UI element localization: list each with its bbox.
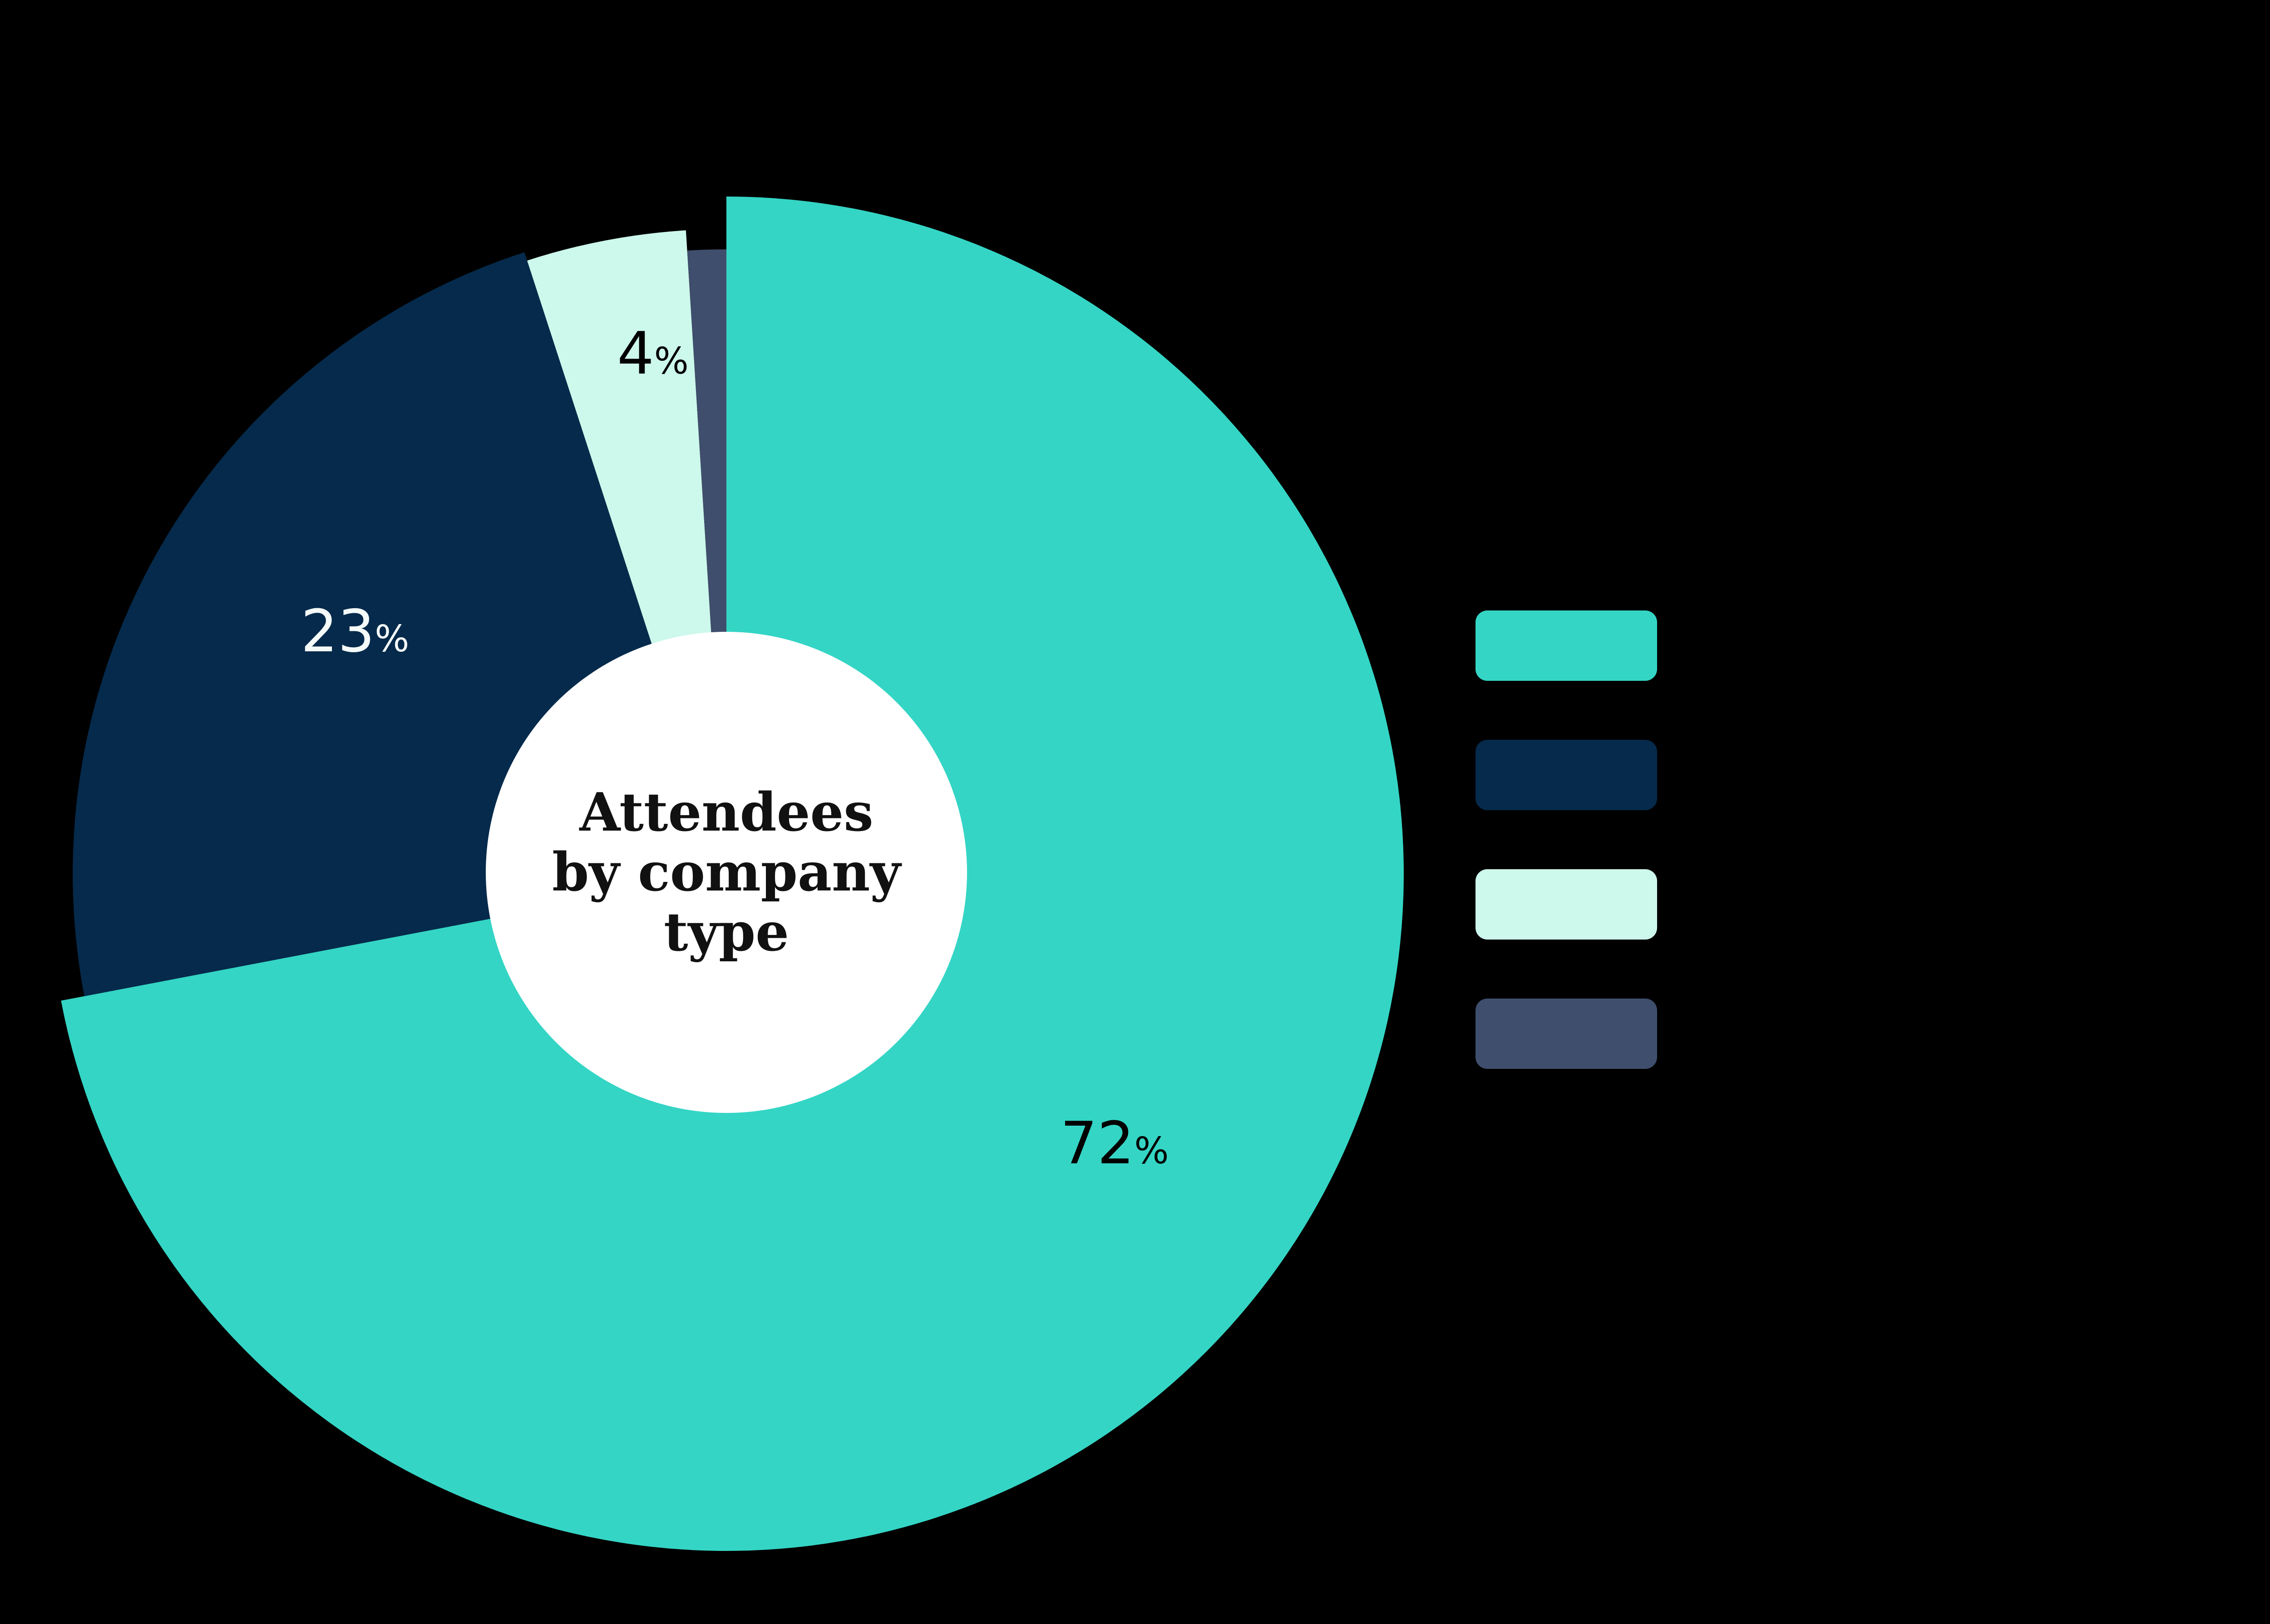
chart-title-line-2: by company <box>552 841 901 903</box>
slice-value-label-2: 23% <box>301 603 410 661</box>
legend-swatch-2[interactable] <box>1476 740 1657 810</box>
chart-title-line-1: Attendees <box>579 781 873 843</box>
percent-sign: % <box>654 340 689 382</box>
legend-swatch-3[interactable] <box>1476 869 1657 940</box>
chart-title-line-3: type <box>664 901 789 964</box>
slice-value-number: 4 <box>617 320 654 388</box>
percent-sign: % <box>1134 1130 1169 1172</box>
percent-sign: % <box>375 618 410 660</box>
slice-value-number: 23 <box>301 598 375 665</box>
slice-value-label-1: 72% <box>1061 1115 1169 1173</box>
chart-title: Attendees by company type <box>552 781 901 964</box>
donut-center-circle: Attendees by company type <box>486 632 967 1113</box>
slice-value-number: 72 <box>1060 1110 1135 1177</box>
legend-swatch-1[interactable] <box>1476 610 1657 681</box>
legend <box>1476 610 1657 1069</box>
legend-swatch-4[interactable] <box>1476 999 1657 1069</box>
slice-value-label-3: 4% <box>617 325 688 383</box>
